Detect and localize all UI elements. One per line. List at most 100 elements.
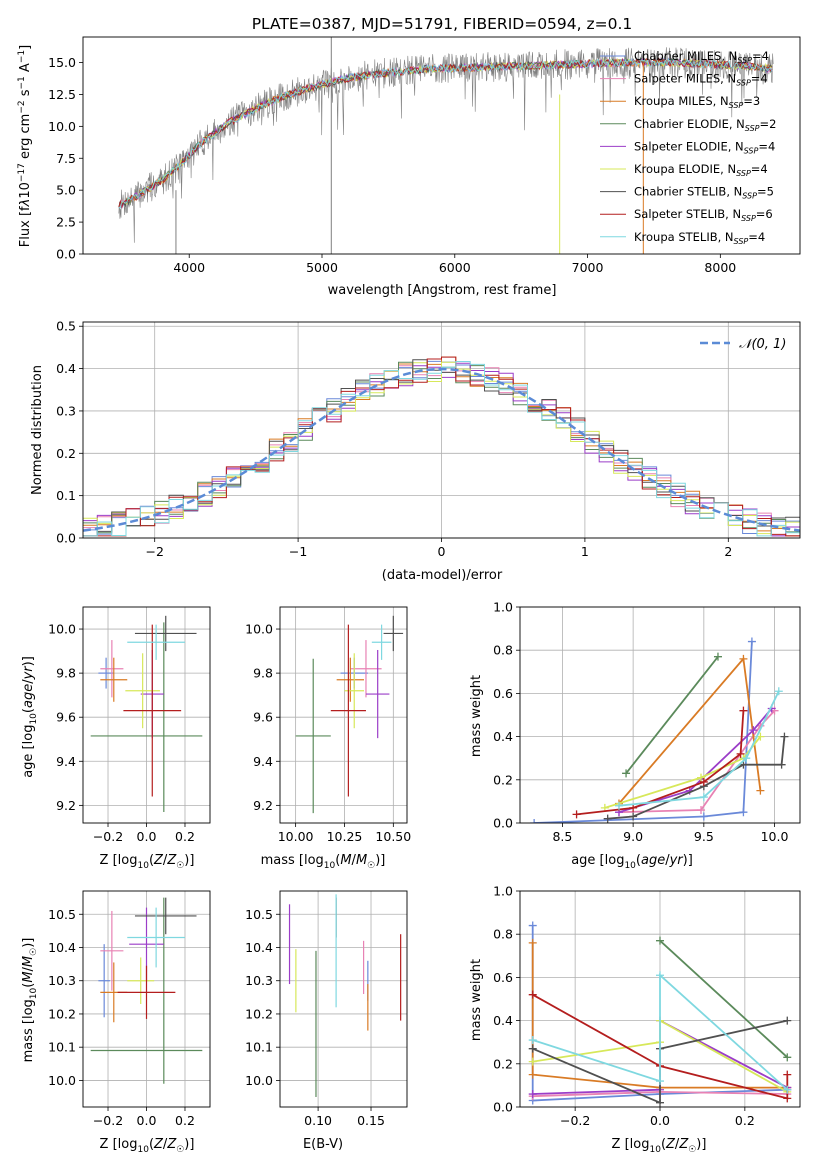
mass-weight-age-ylabel: mass weight (469, 675, 484, 757)
series-2-marker-2 (756, 786, 765, 795)
age-mass-xlabel: mass [log10(M/M☉)] (261, 853, 386, 871)
series-7-marker-3 (736, 749, 745, 758)
y-tick-label-2: 9.6 (56, 710, 76, 725)
x-tick-label-2: 0.2 (175, 829, 195, 844)
series-3-marker-1 (713, 652, 722, 661)
series-8-marker-1 (656, 1077, 664, 1086)
series-6-marker-0 (528, 1044, 537, 1053)
x-tick-label-1: 9.0 (623, 829, 643, 844)
y-tick-label-1: 2.5 (56, 215, 76, 230)
series-line-6 (607, 736, 786, 820)
y-tick-label-2: 10.2 (245, 1006, 273, 1021)
x-tick-label-0: 4000 (173, 260, 205, 275)
legend-label-7: Salpeter STELIB, NSSP=6 (634, 207, 773, 223)
residual-panel: −2 −1 0 1 2 0.0 0.1 0.2 0.3 0.4 0.5 𝒩(0, 1) (56, 319, 801, 559)
axes-frame (82, 36, 801, 255)
spectrum-xlabel: wavelength [Angstrom, rest frame] (328, 283, 557, 298)
extinction-xlabel: E(B-V) (303, 1137, 343, 1152)
y-tick-label-1: 0.2 (493, 1056, 513, 1071)
series-line-3 (625, 656, 719, 774)
y-tick-label-2: 5.0 (56, 183, 76, 198)
series-8-marker-3 (774, 687, 783, 696)
series-0-marker-3 (747, 637, 756, 646)
y-tick-label-5: 12.5 (48, 87, 76, 102)
y-tick-label-0: 0.0 (56, 531, 76, 546)
legend-label-3: Chabrier ELODIE, NSSP=2 (634, 117, 776, 133)
series-6-marker-5 (780, 732, 789, 741)
y-tick-label-3: 0.3 (56, 403, 76, 418)
series-0-marker-0 (530, 819, 539, 823)
residual-xlabel: (data-model)/error (382, 568, 503, 583)
y-tick-label-3: 0.6 (493, 970, 513, 985)
y-tick-label-1: 10.1 (48, 1040, 76, 1055)
series-8-marker-0 (614, 801, 623, 810)
series-3-marker-1 (783, 1053, 792, 1062)
age-vs-metallicity-panel: −0.2 0.0 0.2 9.2 9.4 9.6 9.8 10.0 (48, 606, 211, 844)
y-tick-label-0: 0.0 (493, 1100, 513, 1115)
x-tick-label-2: 0 (438, 544, 446, 559)
gaussian-legend-label: 𝒩(0, 1) (739, 337, 786, 352)
age-vs-mass-panel: 10.00 10.25 10.50 9.2 9.4 9.6 9.8 10.0 (245, 606, 411, 844)
y-tick-label-5: 10.5 (48, 907, 76, 922)
series-8-marker-3 (783, 1085, 792, 1094)
series-5-marker-1 (697, 773, 706, 782)
y-tick-label-3: 10.3 (48, 973, 76, 988)
x-tick-label-4: 8000 (704, 260, 736, 275)
y-tick-label-2: 0.4 (493, 729, 513, 744)
series-7-marker-1 (629, 803, 638, 812)
y-tick-label-0: 9.2 (56, 798, 76, 813)
y-tick-label-0: 10.0 (245, 1073, 273, 1088)
y-tick-label-1: 0.1 (56, 488, 76, 503)
mass-vs-metallicity-panel: −0.2 0.0 0.2 10.0 10.1 10.2 10.3 10.4 10.5 (48, 890, 211, 1128)
series-8-marker-2 (656, 971, 664, 980)
series-6-marker-1 (656, 1098, 664, 1107)
legend-label-5: Kroupa ELODIE, NSSP=4 (634, 162, 768, 178)
x-tick-label-1: 5000 (306, 260, 338, 275)
y-tick-label-3: 0.6 (493, 686, 513, 701)
y-tick-label-1: 9.4 (56, 754, 76, 769)
age-ylabel: age [log10(age/yr)] (21, 656, 39, 778)
x-tick-label-0: −0.2 (560, 1113, 590, 1128)
y-tick-label-6: 15.0 (48, 55, 76, 70)
error-bars (90, 897, 203, 1084)
y-tick-label-3: 9.8 (253, 666, 273, 681)
series-6-marker-4 (777, 760, 786, 769)
y-tick-label-0: 9.2 (253, 798, 273, 813)
x-tick-label-2: 10.50 (375, 829, 411, 844)
series-4-marker-0 (528, 1090, 537, 1099)
axes-frame (82, 606, 211, 824)
y-tick-label-1: 0.2 (493, 772, 513, 787)
x-tick-label-1: 0.0 (137, 829, 157, 844)
x-tick-label-0: 8.5 (552, 829, 572, 844)
x-tick-label-2: 6000 (439, 260, 471, 275)
series-4-marker-2 (749, 726, 758, 735)
mass-vs-extinction-panel: 0.10 0.15 10.0 10.1 10.2 10.3 10.4 10.5 (245, 890, 408, 1128)
y-tick-label-0: 10.0 (48, 1073, 76, 1088)
spectrum-legend: Chabrier MILES, NSSP=4 Salpeter MILES, NS… (600, 49, 776, 246)
mass-ylabel: mass [log10(M/M☉)] (21, 938, 39, 1063)
error-bars (90, 615, 203, 812)
histograms (83, 356, 800, 537)
x-tick-label-2: 0.2 (175, 1113, 195, 1128)
axes-frame (279, 606, 408, 824)
mass-weight-lines (528, 921, 792, 1107)
residual-ylabel: Normed distribution (30, 365, 45, 495)
series-0-marker-0 (528, 921, 537, 930)
y-tick-label-4: 10.4 (245, 940, 273, 955)
legend-label-1: Salpeter MILES, NSSP=4 (634, 72, 768, 88)
y-tick-label-1: 9.4 (253, 754, 273, 769)
series-line-2 (531, 942, 788, 1089)
axes-frame (82, 321, 801, 539)
axes-frame (279, 890, 408, 1108)
y-tick-label-5: 1.0 (493, 600, 513, 615)
x-tick-label-1: 0.0 (650, 1113, 670, 1128)
series-line-0 (534, 641, 753, 823)
x-tick-label-2: 0.2 (735, 1113, 755, 1128)
x-tick-label-3: 7000 (572, 260, 604, 275)
error-bars (295, 615, 404, 814)
x-tick-label-3: 10.0 (761, 829, 789, 844)
y-tick-label-3: 9.8 (56, 666, 76, 681)
model-line-7 (118, 57, 773, 209)
mass-metallicity-xlabel: Z [log10(Z/Z☉)] (100, 1137, 195, 1155)
